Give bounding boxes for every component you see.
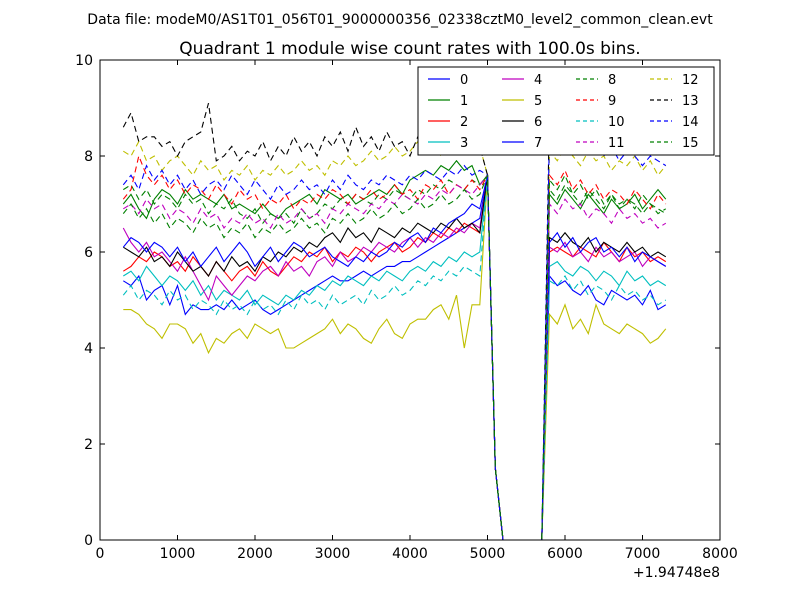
legend-label-10: 10 <box>608 115 625 130</box>
x-tick-label: 4000 <box>392 546 428 562</box>
x-tick-label: 6000 <box>547 546 583 562</box>
figure-suptitle: Data file: modeM0/AS1T01_056T01_90000003… <box>87 12 713 28</box>
x-tick-label: 7000 <box>625 546 661 562</box>
series-line-0 <box>123 175 667 541</box>
chart-title: Quadrant 1 module wise count rates with … <box>179 39 640 59</box>
y-tick-label: 10 <box>75 53 93 69</box>
x-tick-label: 0 <box>96 546 105 562</box>
legend-label-7: 7 <box>534 136 542 151</box>
legend-label-3: 3 <box>460 136 468 151</box>
series-line-6 <box>123 175 667 541</box>
x-offset-label: +1.94748e8 <box>633 565 720 581</box>
series-line-7 <box>122 175 667 541</box>
legend-label-5: 5 <box>534 94 542 109</box>
legend-label-9: 9 <box>608 94 616 109</box>
series-line-15 <box>122 173 667 541</box>
series-line-3 <box>123 175 667 541</box>
x-tick-label: 8000 <box>702 546 738 562</box>
legend-label-2: 2 <box>460 115 468 130</box>
x-tick-label: 3000 <box>315 546 351 562</box>
series-lines <box>122 88 667 541</box>
series-line-5 <box>123 175 667 541</box>
legend-label-15: 15 <box>682 136 699 151</box>
legend-label-13: 13 <box>682 94 699 109</box>
legend-label-0: 0 <box>460 73 468 88</box>
legend-label-14: 14 <box>682 115 699 130</box>
y-tick-label: 0 <box>84 533 93 549</box>
legend-label-6: 6 <box>534 115 542 130</box>
y-tick-label: 2 <box>84 437 93 453</box>
series-line-12 <box>123 135 667 541</box>
series-line-4 <box>122 175 667 541</box>
series-line-9 <box>122 154 667 541</box>
y-tick-label: 4 <box>84 341 93 357</box>
series-line-8 <box>123 173 667 541</box>
x-tick-label: 1000 <box>160 546 196 562</box>
series-line-10 <box>122 175 667 541</box>
legend-label-4: 4 <box>534 73 542 88</box>
series-line-14 <box>122 125 667 541</box>
x-axis: 0 1000 2000 3000 4000 5000 6000 7000 8000 <box>96 60 738 562</box>
y-tick-label: 6 <box>84 245 93 261</box>
legend-box <box>417 66 715 156</box>
legend-label-1: 1 <box>460 94 468 109</box>
x-tick-label: 2000 <box>237 546 273 562</box>
x-tick-label: 5000 <box>470 546 506 562</box>
legend-label-12: 12 <box>682 73 699 88</box>
legend-label-8: 8 <box>608 73 616 88</box>
y-tick-label: 8 <box>84 149 93 165</box>
legend-label-11: 11 <box>608 136 625 151</box>
